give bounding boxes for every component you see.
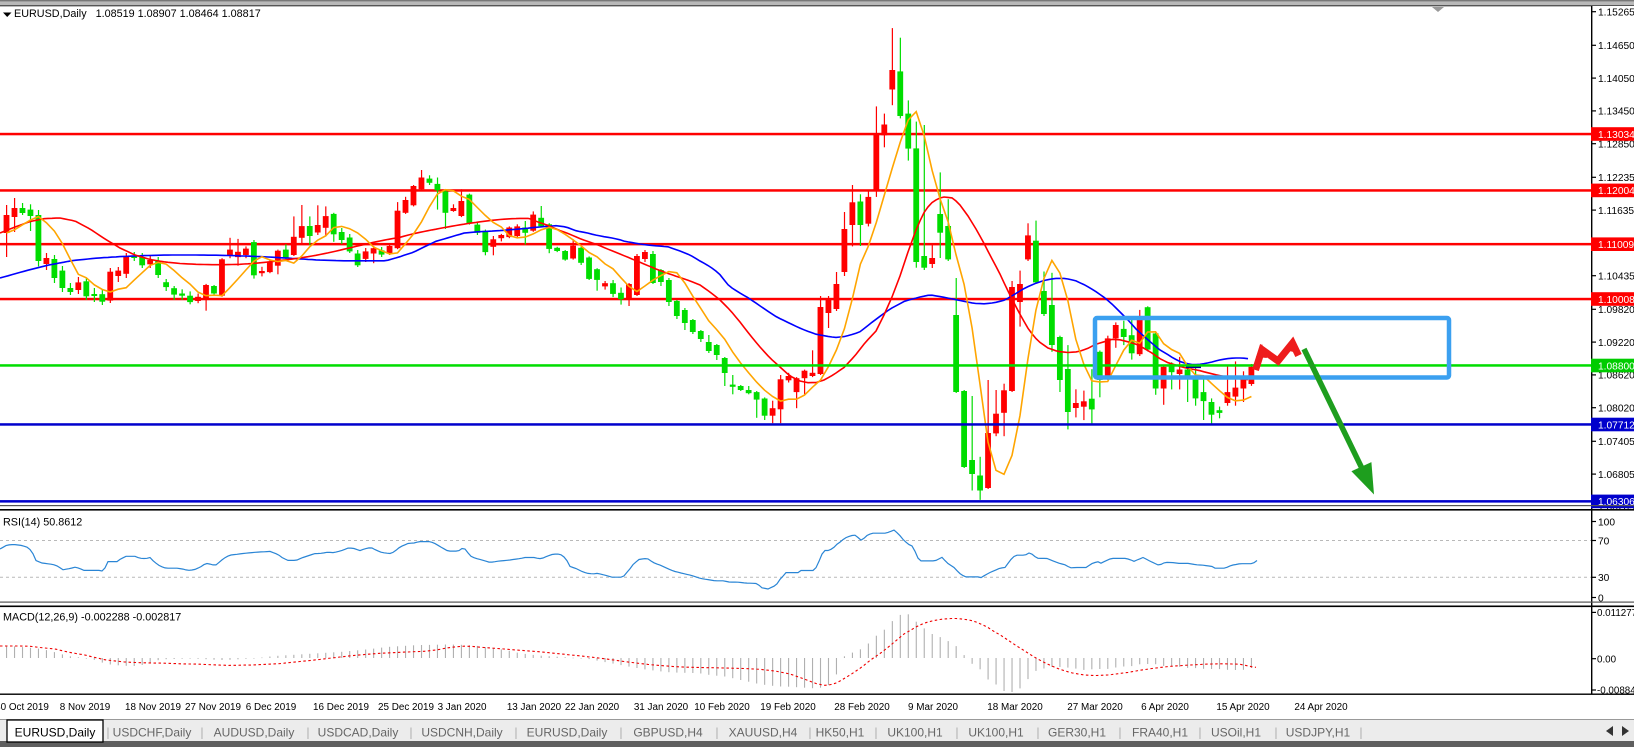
svg-text:HK50,H1: HK50,H1 <box>816 726 865 740</box>
svg-text:100: 100 <box>1598 517 1615 528</box>
svg-text:1.08020: 1.08020 <box>1598 404 1634 415</box>
svg-text:|: | <box>410 728 413 740</box>
svg-text:1.07712: 1.07712 <box>1598 420 1634 431</box>
svg-text:0.011277: 0.011277 <box>1597 608 1634 619</box>
svg-text:-0.008845: -0.008845 <box>1597 686 1634 697</box>
svg-text:31 Jan 2020: 31 Jan 2020 <box>634 702 689 713</box>
svg-text:30 Oct 2019: 30 Oct 2019 <box>0 702 49 713</box>
svg-text:UK100,H1: UK100,H1 <box>968 726 1024 740</box>
svg-text:USDCNH,Daily: USDCNH,Daily <box>421 726 502 740</box>
svg-text:1.12004: 1.12004 <box>1598 186 1634 197</box>
svg-text:3 Jan 2020: 3 Jan 2020 <box>438 702 487 713</box>
svg-text:0: 0 <box>1598 593 1604 604</box>
svg-text:GBPUSD,H4: GBPUSD,H4 <box>633 726 703 740</box>
svg-text:|: | <box>1275 728 1278 740</box>
svg-text:16 Dec 2019: 16 Dec 2019 <box>313 702 370 713</box>
svg-text:27 Mar 2020: 27 Mar 2020 <box>1067 702 1123 713</box>
svg-text:1.14650: 1.14650 <box>1598 41 1634 52</box>
svg-text:1.10008: 1.10008 <box>1598 295 1634 306</box>
svg-text:|: | <box>620 728 623 740</box>
svg-text:|: | <box>875 728 878 740</box>
svg-text:1.09220: 1.09220 <box>1598 338 1634 349</box>
svg-text:1.07405: 1.07405 <box>1598 437 1634 448</box>
svg-text:1.11009: 1.11009 <box>1598 240 1634 251</box>
svg-text:19 Feb 2020: 19 Feb 2020 <box>760 702 816 713</box>
svg-text:USDJPY,H1: USDJPY,H1 <box>1286 726 1351 740</box>
svg-text:8 Nov 2019: 8 Nov 2019 <box>60 702 111 713</box>
svg-text:|: | <box>716 728 719 740</box>
svg-text:1.12850: 1.12850 <box>1598 140 1634 151</box>
svg-text:USDCHF,Daily: USDCHF,Daily <box>113 726 192 740</box>
svg-text:27 Nov 2019: 27 Nov 2019 <box>185 702 242 713</box>
svg-text:24 Apr 2020: 24 Apr 2020 <box>1294 702 1348 713</box>
svg-text:|: | <box>107 728 110 740</box>
svg-text:1.15265: 1.15265 <box>1598 8 1634 19</box>
svg-text:USDCAD,Daily: USDCAD,Daily <box>318 726 399 740</box>
svg-text:EURUSD,Daily 1.08519 1.08907: EURUSD,Daily 1.08519 1.08907 1.08464 1.0… <box>14 8 261 20</box>
svg-text:EURUSD,Daily: EURUSD,Daily <box>527 726 608 740</box>
svg-text:1.09820: 1.09820 <box>1598 305 1634 316</box>
svg-text:1.06306: 1.06306 <box>1598 497 1634 508</box>
svg-text:|: | <box>1199 728 1202 740</box>
svg-text:30: 30 <box>1598 573 1610 584</box>
svg-text:6 Apr 2020: 6 Apr 2020 <box>1141 702 1189 713</box>
svg-text:FRA40,H1: FRA40,H1 <box>1132 726 1188 740</box>
svg-text:13 Jan 2020: 13 Jan 2020 <box>507 702 562 713</box>
svg-text:|: | <box>307 728 310 740</box>
svg-text:MACD(12,26,9) -0.002288 -0.002: MACD(12,26,9) -0.002288 -0.002817 <box>3 612 181 624</box>
svg-text:|: | <box>956 728 959 740</box>
svg-text:1.06805: 1.06805 <box>1598 470 1634 481</box>
svg-text:6 Dec 2019: 6 Dec 2019 <box>246 702 297 713</box>
svg-text:70: 70 <box>1598 536 1610 547</box>
svg-text:1.08620: 1.08620 <box>1598 371 1634 382</box>
svg-text:1.12235: 1.12235 <box>1598 173 1634 184</box>
svg-text:28 Feb 2020: 28 Feb 2020 <box>834 702 890 713</box>
svg-text:1.08800: 1.08800 <box>1598 361 1634 372</box>
svg-text:1.10435: 1.10435 <box>1598 272 1634 283</box>
svg-text:|: | <box>1119 728 1122 740</box>
svg-text:EURUSD,Daily: EURUSD,Daily <box>15 726 96 740</box>
svg-text:AUDUSD,Daily: AUDUSD,Daily <box>214 726 295 740</box>
svg-text:|: | <box>1360 728 1363 740</box>
svg-text:1.14050: 1.14050 <box>1598 74 1634 85</box>
svg-text:18 Nov 2019: 18 Nov 2019 <box>125 702 182 713</box>
svg-text:|: | <box>515 728 518 740</box>
svg-text:22 Jan 2020: 22 Jan 2020 <box>565 702 620 713</box>
svg-text:25 Dec 2019: 25 Dec 2019 <box>378 702 435 713</box>
svg-text:|: | <box>1037 728 1040 740</box>
svg-text:15 Apr 2020: 15 Apr 2020 <box>1216 702 1270 713</box>
svg-text:10 Feb 2020: 10 Feb 2020 <box>694 702 750 713</box>
svg-text:XAUUSD,H4: XAUUSD,H4 <box>729 726 798 740</box>
svg-text:1.13450: 1.13450 <box>1598 107 1634 118</box>
svg-text:GER30,H1: GER30,H1 <box>1048 726 1106 740</box>
svg-text:0.00: 0.00 <box>1597 654 1617 665</box>
svg-text:9 Mar 2020: 9 Mar 2020 <box>908 702 958 713</box>
svg-text:|: | <box>201 728 204 740</box>
svg-text:USOil,H1: USOil,H1 <box>1211 726 1261 740</box>
svg-text:1.11635: 1.11635 <box>1598 206 1634 217</box>
svg-text:RSI(14) 50.8612: RSI(14) 50.8612 <box>3 517 82 529</box>
svg-text:18 Mar 2020: 18 Mar 2020 <box>987 702 1043 713</box>
svg-text:UK100,H1: UK100,H1 <box>887 726 943 740</box>
svg-text:1.13034: 1.13034 <box>1598 130 1634 141</box>
svg-text:|: | <box>809 728 812 740</box>
